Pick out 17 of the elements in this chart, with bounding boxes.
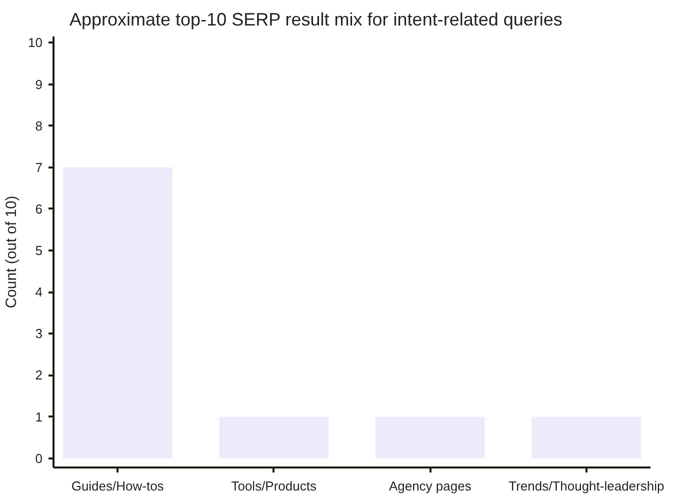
y-tick-label: 3: [35, 326, 43, 342]
y-axis-title: Count (out of 10): [3, 196, 20, 308]
x-tick-label: Guides/How-tos: [71, 478, 164, 494]
y-tick-label: 10: [28, 35, 43, 50]
y-tick-label: 8: [35, 118, 43, 134]
y-tick-label: 1: [35, 409, 43, 424]
y-tick-label: 7: [35, 160, 43, 175]
y-tick-label: 5: [35, 243, 43, 258]
y-tick-label: 0: [35, 450, 43, 466]
x-tick-label: Tools/Products: [231, 478, 317, 494]
x-tick-label: Trends/Thought-leadership: [508, 478, 664, 494]
y-tick-label: 9: [35, 76, 43, 92]
y-tick-label: 6: [35, 201, 43, 216]
y-tick-label: 2: [35, 368, 43, 383]
chart-title: Approximate top-10 SERP result mix for intent-related queries: [70, 10, 562, 30]
y-tick-label: 4: [35, 284, 43, 300]
x-tick-label: Agency pages: [388, 478, 472, 494]
